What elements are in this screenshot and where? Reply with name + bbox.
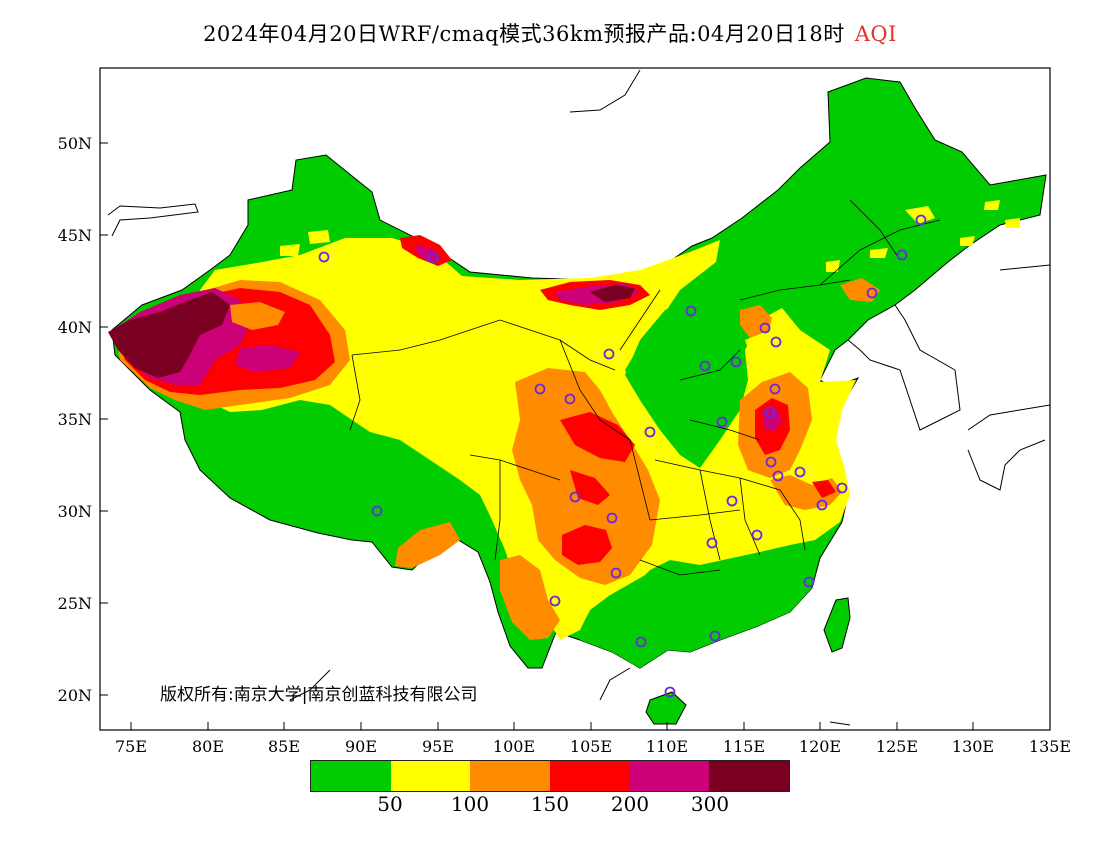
lon-label-75e: 75E bbox=[115, 737, 147, 756]
orange-tibet-south bbox=[395, 522, 460, 568]
lon-label-110e: 110E bbox=[646, 737, 688, 756]
green-patch-north bbox=[625, 300, 730, 440]
lon-label-135e: 135E bbox=[1029, 737, 1071, 756]
station-marker bbox=[685, 305, 697, 317]
station-marker bbox=[606, 512, 618, 524]
lon-label-80e: 80E bbox=[192, 737, 224, 756]
lat-label-40n: 40N bbox=[58, 318, 92, 337]
station-marker bbox=[709, 630, 721, 642]
station-marker bbox=[759, 322, 771, 334]
station-marker bbox=[635, 636, 647, 648]
station-marker bbox=[371, 505, 383, 517]
copyright-note: 版权所有:南京大学|南京创蓝科技有限公司 bbox=[160, 685, 478, 705]
hainan-green bbox=[645, 691, 687, 725]
station-marker bbox=[770, 336, 782, 348]
lat-label-25n: 25N bbox=[58, 594, 92, 613]
maroon-alxa bbox=[590, 285, 635, 302]
legend-swatch-very-unhealthy bbox=[629, 761, 710, 791]
station-marker bbox=[644, 426, 656, 438]
legend-tick: 150 bbox=[530, 792, 570, 816]
station-marker bbox=[836, 482, 848, 494]
lon-label-115e: 115E bbox=[723, 737, 765, 756]
orange-liaoning bbox=[840, 278, 880, 302]
lat-label-50n: 50N bbox=[58, 134, 92, 153]
lat-axis bbox=[100, 142, 108, 696]
station-marker bbox=[564, 393, 576, 405]
station-marker bbox=[716, 416, 728, 428]
station-marker bbox=[549, 595, 561, 607]
station-marker bbox=[730, 356, 742, 368]
province-boundaries bbox=[349, 199, 941, 576]
station-marker bbox=[915, 214, 927, 226]
lon-label-100e: 100E bbox=[493, 737, 535, 756]
orange-southwest bbox=[500, 555, 560, 640]
legend-swatch-unhealthy bbox=[550, 761, 630, 791]
station-marker bbox=[769, 383, 781, 395]
legend-tick: 200 bbox=[610, 792, 650, 816]
legend-swatch-good bbox=[311, 761, 391, 791]
red-chongqing bbox=[562, 525, 612, 565]
map-frame bbox=[99, 67, 1051, 731]
legend-tick: 100 bbox=[450, 792, 490, 816]
title-variable: AQI bbox=[854, 22, 897, 46]
station-marker bbox=[427, 252, 439, 264]
lon-label-130e: 130E bbox=[952, 737, 994, 756]
orange-tarim-inner bbox=[230, 302, 285, 330]
red-shaanxi bbox=[560, 412, 635, 462]
legend-swatch-moderate bbox=[390, 761, 471, 791]
purple-ncp bbox=[762, 406, 782, 432]
lon-label-95e: 95E bbox=[422, 737, 454, 756]
station-marker bbox=[569, 491, 581, 503]
station-marker bbox=[534, 383, 546, 395]
orange-beijing bbox=[740, 305, 772, 338]
lon-label-120e: 120E bbox=[799, 737, 841, 756]
country-outlines bbox=[107, 69, 1050, 726]
station-marker bbox=[794, 466, 806, 478]
lon-label-90e: 90E bbox=[345, 737, 377, 756]
station-markers bbox=[318, 214, 927, 698]
lat-label-45n: 45N bbox=[58, 226, 92, 245]
station-marker bbox=[699, 360, 711, 372]
station-marker bbox=[706, 537, 718, 549]
lon-label-85e: 85E bbox=[268, 737, 300, 756]
lon-label-125e: 125E bbox=[876, 737, 918, 756]
lat-label-35n: 35N bbox=[58, 410, 92, 429]
station-marker bbox=[603, 348, 615, 360]
red-yangtze bbox=[812, 480, 836, 498]
legend-ticks: 50 100 150 200 300 bbox=[310, 792, 790, 822]
station-marker bbox=[751, 529, 763, 541]
purple-turpan bbox=[415, 245, 442, 262]
station-marker bbox=[726, 495, 738, 507]
station-marker bbox=[803, 576, 815, 588]
taiwan-green bbox=[823, 597, 851, 653]
station-marker bbox=[610, 567, 622, 579]
maroon-tarim bbox=[108, 292, 230, 378]
station-marker bbox=[816, 499, 828, 511]
legend-tick: 50 bbox=[377, 792, 403, 816]
lat-label-20n: 20N bbox=[58, 686, 92, 705]
map-content bbox=[107, 69, 1050, 726]
purple-tarim-east bbox=[235, 345, 300, 372]
lat-label-30n: 30N bbox=[58, 502, 92, 521]
station-marker bbox=[866, 287, 878, 299]
station-marker bbox=[896, 249, 908, 261]
station-marker bbox=[772, 470, 784, 482]
station-marker bbox=[764, 406, 776, 418]
station-marker bbox=[318, 251, 330, 263]
legend-tick: 300 bbox=[690, 792, 730, 816]
legend-swatch-usg bbox=[470, 761, 551, 791]
lon-label-105e: 105E bbox=[570, 737, 612, 756]
station-marker bbox=[664, 686, 676, 698]
legend-swatch-hazardous bbox=[709, 761, 790, 791]
lon-axis bbox=[130, 722, 1051, 730]
title-main: 2024年04月20日WRF/cmaq模式36km预报产品:04月20日18时 bbox=[203, 22, 845, 46]
aqi-color-legend bbox=[310, 760, 790, 792]
map-title: 2024年04月20日WRF/cmaq模式36km预报产品:04月20日18时 A… bbox=[0, 18, 1100, 48]
station-marker bbox=[765, 456, 777, 468]
